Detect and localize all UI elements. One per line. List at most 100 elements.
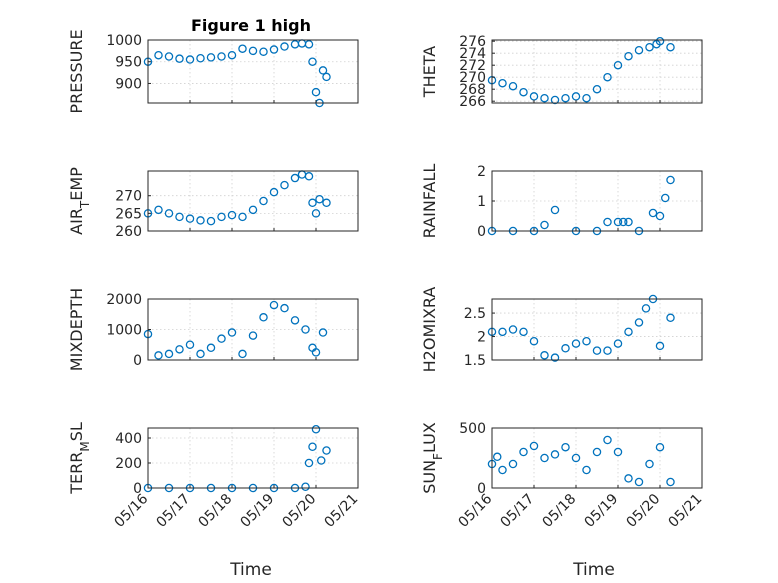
- x-tick-label: 05/17: [154, 491, 194, 531]
- data-point: [248, 46, 258, 56]
- axes-background: [148, 171, 358, 231]
- data-point: [550, 450, 560, 459]
- y-tick-label: 1000: [106, 33, 142, 49]
- axes-background: [492, 299, 702, 360]
- data-point: [561, 93, 570, 103]
- data-point: [666, 42, 675, 52]
- data-point: [540, 453, 549, 463]
- data-point: [571, 453, 581, 463]
- data-point: [164, 349, 174, 359]
- y-axis-label: SUNFLUX: [420, 422, 445, 494]
- data-point: [311, 209, 321, 218]
- data-point: [304, 172, 314, 181]
- data-point: [561, 344, 570, 353]
- y-tick-label: 270: [115, 189, 142, 205]
- data-point: [301, 482, 310, 491]
- data-point: [655, 211, 665, 221]
- data-point: [540, 351, 549, 360]
- data-point: [175, 212, 184, 222]
- data-point: [311, 424, 321, 434]
- data-point: [227, 328, 237, 337]
- data-point: [540, 93, 549, 103]
- data-point: [322, 446, 331, 455]
- data-point: [603, 346, 612, 355]
- data-point: [311, 87, 321, 97]
- axes-frame: [147, 39, 359, 104]
- data-point: [655, 36, 665, 46]
- data-point: [498, 327, 507, 337]
- subplot-mixdepth: 0 1000 2000 MIXDEPTH: [67, 288, 359, 371]
- data-point: [311, 348, 321, 357]
- y-tick-label: 2: [477, 330, 486, 346]
- x-tick-label: 05/21: [322, 491, 362, 531]
- data-point: [154, 50, 163, 60]
- data-point: [301, 325, 310, 334]
- y-tick-label: 268: [459, 82, 486, 98]
- data-point: [318, 328, 328, 337]
- x-tick-label: 05/19: [238, 491, 278, 531]
- y-tick-label: 265: [115, 206, 142, 222]
- data-point: [175, 345, 184, 354]
- data-point: [498, 78, 507, 88]
- data-point: [280, 303, 289, 313]
- data-point: [666, 175, 675, 185]
- x-axis-label-right: Time: [572, 560, 615, 580]
- x-tick-label: 05/21: [666, 491, 706, 531]
- axes-background: [148, 428, 358, 488]
- data-point: [550, 205, 560, 215]
- data-point: [603, 217, 612, 227]
- y-tick-label: 0: [477, 481, 486, 497]
- y-axis-label: PRESSURE: [67, 29, 86, 113]
- data-point: [519, 327, 528, 337]
- data-point: [492, 452, 502, 462]
- data-point: [217, 212, 226, 222]
- subplot-sun-flux: 0 500 05/16 05/17 05/18 05/19 05/20 05/21 SUNFLU…: [420, 421, 705, 531]
- y-tick-label: 0: [133, 481, 142, 497]
- y-axis-label: AIRTEMP: [67, 167, 92, 235]
- data-point: [318, 66, 328, 75]
- subplot-pressure: 900 950 1000 PRESSURE: [67, 29, 359, 114]
- data-point: [304, 458, 314, 468]
- data-point: [238, 212, 247, 222]
- y-axis-label: TERRMSL: [67, 422, 92, 495]
- y-tick-label: 0: [477, 224, 486, 240]
- data-point: [613, 447, 623, 457]
- data-point: [561, 442, 570, 452]
- data-point: [592, 346, 602, 355]
- data-point: [624, 327, 633, 337]
- y-axis-label: RAINFALL: [420, 164, 439, 239]
- data-point: [550, 353, 560, 362]
- y-tick-label: 270: [459, 70, 486, 86]
- data-point: [154, 351, 163, 360]
- x-axis-label-left: Time: [229, 560, 272, 580]
- axes-background: [492, 428, 702, 488]
- data-point: [308, 442, 317, 451]
- data-point: [315, 194, 324, 204]
- axes-frame: [147, 170, 359, 232]
- data-point: [529, 441, 539, 451]
- data-point: [666, 313, 675, 323]
- data-point: [634, 477, 644, 487]
- data-point: [519, 87, 528, 97]
- data-point: [571, 339, 581, 348]
- data-point: [634, 318, 644, 327]
- data-point: [217, 334, 226, 343]
- data-point: [603, 72, 612, 82]
- data-point: [290, 173, 300, 183]
- data-point: [613, 339, 623, 348]
- data-point: [164, 209, 174, 218]
- data-point: [322, 198, 331, 208]
- y-tick-label: 274: [459, 46, 486, 62]
- data-point: [196, 53, 205, 63]
- data-point: [582, 93, 591, 103]
- data-point: [217, 52, 226, 61]
- y-tick-label: 200: [115, 456, 142, 472]
- y-axis-label: MIXDEPTH: [67, 288, 86, 371]
- x-tick-label: 05/20: [280, 491, 320, 531]
- axes-background: [492, 40, 702, 103]
- subplot-h2omixra: 1.5 2 2.5 H2OMIXRA: [420, 287, 703, 372]
